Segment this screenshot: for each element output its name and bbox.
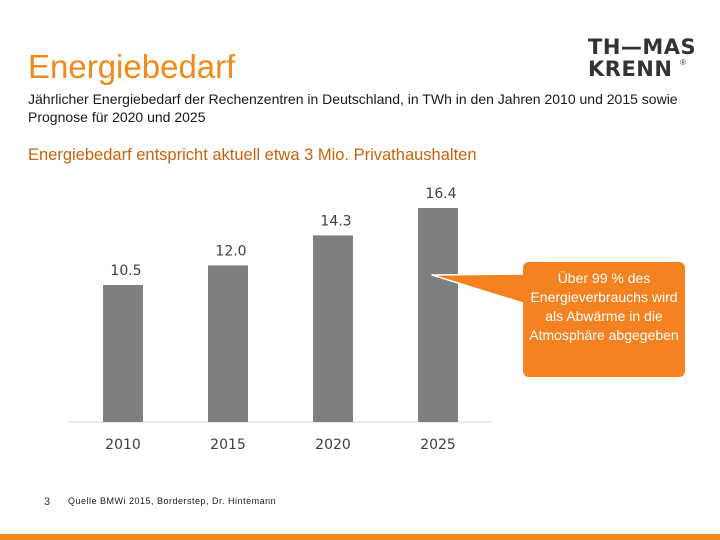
bar-2015 <box>208 265 248 422</box>
source-note: Quelle BMWi 2015, Borderstep, Dr. Hintem… <box>68 496 277 506</box>
callout-text: Über 99 % des Energieverbrauchs wird als… <box>529 270 679 343</box>
logo-line-2: KRENN <box>588 57 673 81</box>
value-label-2020: 14.3 <box>320 213 351 229</box>
slide-title: Energiebedarf <box>28 48 236 85</box>
x-tick-2020: 2020 <box>315 437 351 453</box>
slide-subtitle: Jährlicher Energiebedarf der Rechenzentr… <box>28 91 678 125</box>
bar-2025 <box>418 208 458 422</box>
page-number: 3 <box>44 496 51 508</box>
bar-2020 <box>313 235 353 422</box>
value-label-2010: 10.5 <box>110 263 141 279</box>
slide-headline: Energiebedarf entspricht aktuell etwa 3 … <box>28 146 477 164</box>
bar-2010 <box>103 284 143 422</box>
bottom-accent-bar <box>0 534 720 540</box>
logo-line-1: TH—MAS <box>588 35 697 59</box>
x-tick-2010: 2010 <box>105 437 141 453</box>
x-tick-2015: 2015 <box>210 437 246 453</box>
registered-mark: ® <box>680 58 686 67</box>
thomas-krenn-logo: TH—MAS KRENN ® <box>588 35 697 81</box>
callout-bubble <box>523 262 685 377</box>
value-label-2025: 16.4 <box>425 186 456 202</box>
value-label-2015: 12.0 <box>215 243 246 259</box>
x-tick-2025: 2025 <box>420 437 456 453</box>
